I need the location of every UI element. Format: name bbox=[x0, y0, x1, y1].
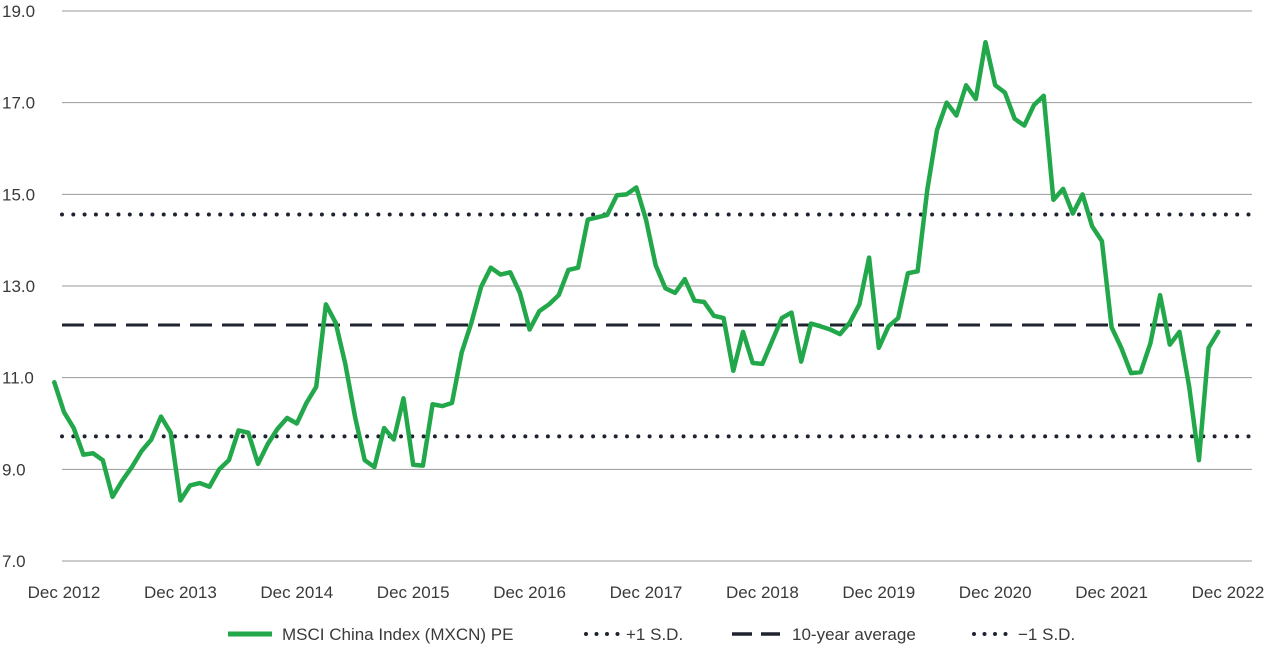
x-tick-label: Dec 2017 bbox=[610, 583, 683, 602]
x-tick-label: Dec 2022 bbox=[1192, 583, 1265, 602]
legend: MSCI China Index (MXCN) PE +1 S.D. 10-year… bbox=[228, 625, 1075, 644]
x-tick-label: Dec 2015 bbox=[377, 583, 450, 602]
legend-label: MSCI China Index (MXCN) PE bbox=[282, 625, 513, 644]
x-tick-label: Dec 2019 bbox=[842, 583, 915, 602]
y-tick-label: 17.0 bbox=[2, 94, 35, 113]
x-tick-label: Dec 2013 bbox=[144, 583, 217, 602]
y-tick-label: 13.0 bbox=[2, 277, 35, 296]
gridlines bbox=[62, 10, 1252, 562]
legend-label: 10-year average bbox=[792, 625, 916, 644]
x-tick-label: Dec 2018 bbox=[726, 583, 799, 602]
x-tick-label: Dec 2021 bbox=[1075, 583, 1148, 602]
x-tick-label: Dec 2014 bbox=[260, 583, 333, 602]
y-tick-label: 15.0 bbox=[2, 185, 35, 204]
y-axis-tick-labels: 7.0 9.0 11.0 13.0 15.0 17.0 19.0 bbox=[2, 2, 35, 571]
x-tick-label: Dec 2020 bbox=[959, 583, 1032, 602]
y-tick-label: 19.0 bbox=[2, 2, 35, 21]
legend-item-minus-1sd: −1 S.D. bbox=[972, 625, 1075, 644]
y-tick-label: 11.0 bbox=[2, 369, 34, 388]
data-series bbox=[52, 39, 1221, 503]
legend-item-plus-1sd: +1 S.D. bbox=[584, 625, 683, 644]
x-tick-label: Dec 2012 bbox=[28, 583, 101, 602]
series-line-mxcn-pe bbox=[52, 39, 1221, 503]
y-tick-label: 9.0 bbox=[2, 460, 26, 479]
reference-lines bbox=[60, 212, 1254, 439]
legend-label: −1 S.D. bbox=[1018, 625, 1075, 644]
x-axis-tick-labels: Dec 2012 Dec 2013 Dec 2014 Dec 2015 Dec 2016… bbox=[28, 583, 1265, 602]
x-tick-label: Dec 2016 bbox=[493, 583, 566, 602]
y-tick-label: 7.0 bbox=[2, 552, 26, 571]
legend-item-average: 10-year average bbox=[732, 625, 916, 644]
legend-item-mxcn-pe: MSCI China Index (MXCN) PE bbox=[228, 625, 513, 644]
legend-label: +1 S.D. bbox=[626, 625, 683, 644]
